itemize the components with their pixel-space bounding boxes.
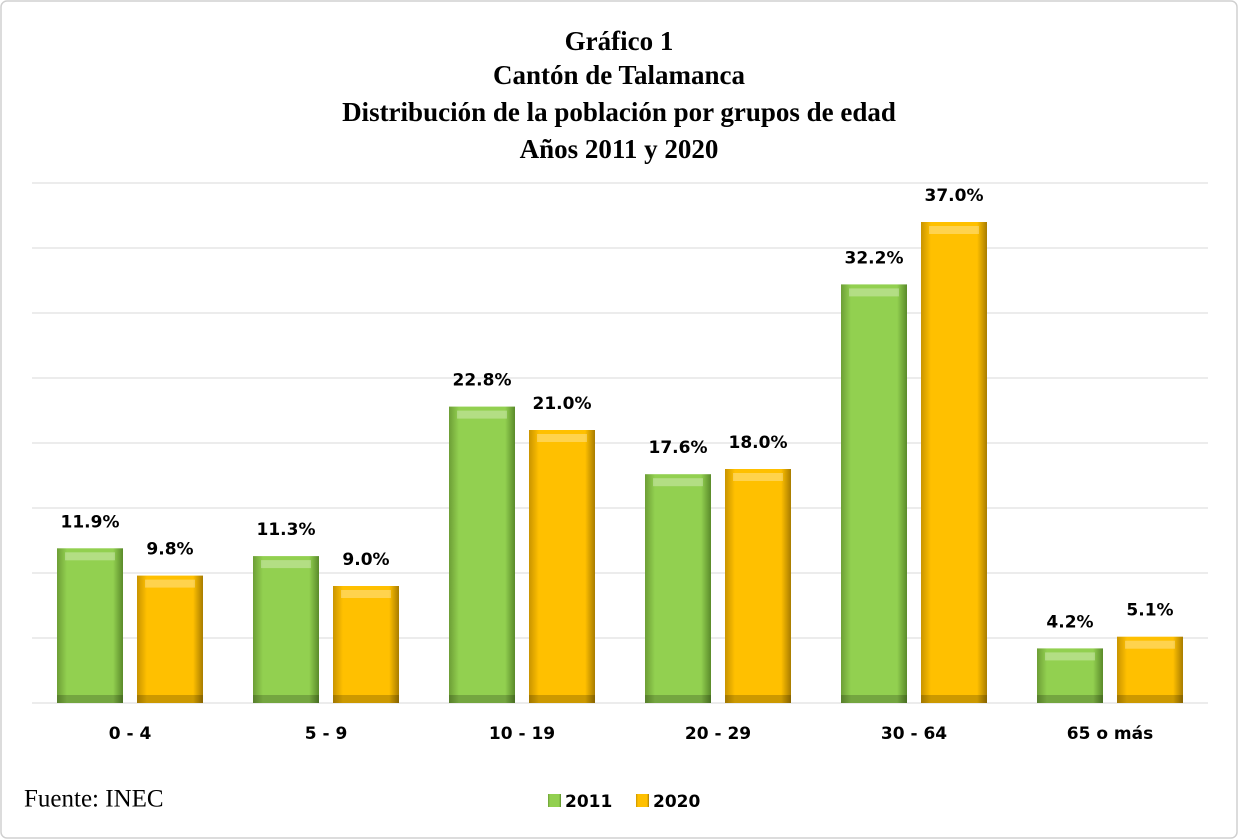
bar-highlight [1125, 640, 1175, 649]
bar-base [253, 695, 319, 703]
x-tick-label: 65 o más [1067, 724, 1153, 744]
source-note: Fuente: INEC [24, 786, 164, 813]
x-tick-label: 10 - 19 [489, 724, 555, 744]
bar [449, 406, 515, 703]
bar [645, 474, 711, 703]
bar [1117, 636, 1183, 703]
bar-highlight [261, 560, 311, 569]
chart-title: Distribución de la población por grupos … [342, 97, 896, 127]
data-label: 5.1% [1126, 601, 1173, 621]
bar-highlight [653, 478, 703, 487]
x-tick-label: 5 - 9 [305, 724, 348, 744]
bar-highlight [733, 473, 783, 481]
x-tick-label: 20 - 29 [685, 724, 751, 744]
bar-highlight [1045, 652, 1095, 661]
data-label: 22.8% [453, 371, 512, 391]
bar [921, 222, 987, 703]
bar-base [529, 695, 595, 703]
data-label: 11.3% [257, 520, 316, 540]
bar-base [57, 695, 123, 703]
bar-base [921, 695, 987, 703]
data-label: 17.6% [649, 438, 708, 458]
bar-base [841, 695, 907, 703]
data-label: 21.0% [533, 394, 592, 414]
bar-highlight [65, 552, 115, 561]
data-label: 4.2% [1046, 612, 1093, 632]
bar-highlight [537, 434, 587, 442]
bar [1037, 648, 1103, 703]
bar-base [449, 695, 515, 703]
chart-title: Gráfico 1 [565, 26, 674, 56]
data-label: 37.0% [925, 186, 984, 206]
bar-base [645, 695, 711, 703]
data-label: 32.2% [845, 248, 904, 268]
bar [725, 469, 791, 703]
data-label: 9.0% [342, 550, 389, 570]
bar-highlight [145, 579, 195, 588]
bar [333, 586, 399, 703]
x-tick-label: 0 - 4 [109, 724, 152, 744]
bar-base [1117, 695, 1183, 703]
data-label: 11.9% [61, 512, 120, 532]
bar [529, 430, 595, 703]
bar-base [1037, 695, 1103, 703]
legend-label: 2020 [653, 792, 700, 812]
bar-highlight [849, 288, 899, 297]
data-label: 9.8% [146, 540, 193, 560]
bar [841, 284, 907, 703]
bar-base [725, 695, 791, 703]
x-tick-label: 30 - 64 [881, 724, 947, 744]
chart-title: Cantón de Talamanca [493, 60, 746, 90]
legend-label: 2011 [565, 792, 612, 812]
bar-base [333, 695, 399, 703]
chart-title: Años 2011 y 2020 [520, 134, 719, 164]
bar-highlight [457, 410, 507, 419]
bar-base [137, 695, 203, 703]
data-label: 18.0% [729, 433, 788, 453]
bar [57, 548, 123, 703]
legend-swatch [548, 794, 561, 807]
bar [253, 556, 319, 703]
bar-highlight [341, 590, 391, 598]
bar [137, 575, 203, 703]
legend-swatch [636, 794, 649, 807]
bar-highlight [929, 226, 979, 234]
